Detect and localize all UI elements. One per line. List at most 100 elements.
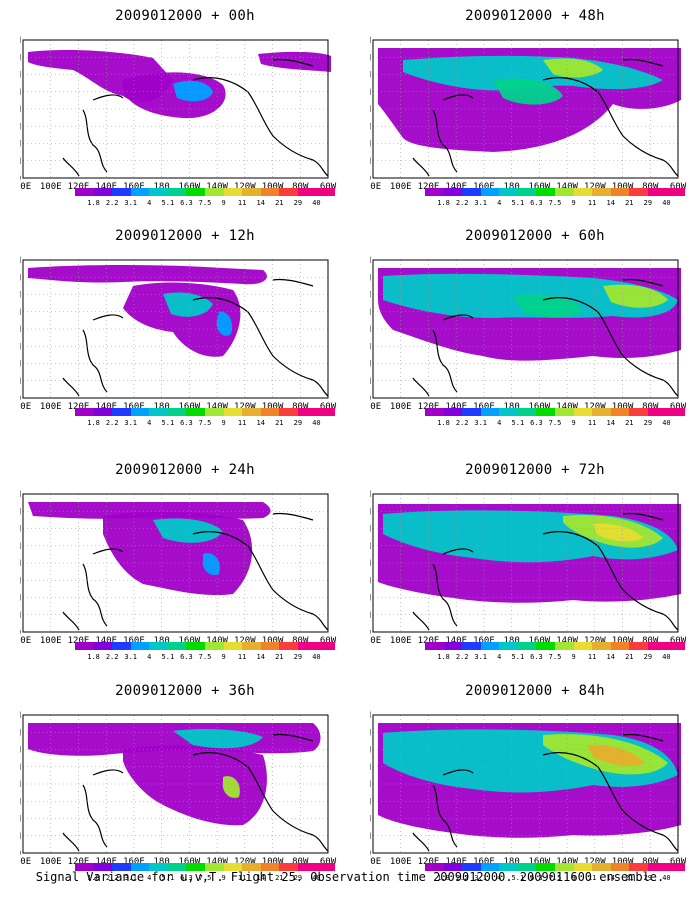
longitude-label: 180 bbox=[504, 402, 520, 412]
longitude-label: 100E bbox=[390, 182, 412, 192]
colorbar-swatch bbox=[223, 188, 243, 196]
map-frame bbox=[22, 493, 329, 633]
colorbar-swatch bbox=[425, 642, 444, 650]
longitude-label: 160E bbox=[473, 857, 495, 867]
longitude-label: 120W bbox=[234, 402, 256, 412]
longitude-label: 140W bbox=[556, 402, 578, 412]
colorbar-label: 5.1 bbox=[161, 419, 175, 427]
colorbar-label: 2.2 bbox=[455, 199, 469, 207]
longitude-label: 140W bbox=[206, 402, 228, 412]
colorbar-label: 1.8 bbox=[437, 199, 450, 207]
variance-region bbox=[173, 729, 263, 749]
colorbar-swatch bbox=[443, 188, 463, 196]
latitude-label: 10N bbox=[20, 832, 21, 842]
colorbar-swatch bbox=[647, 188, 667, 196]
latitude-label: 80N bbox=[370, 711, 371, 721]
latitude-label: 10N bbox=[370, 377, 371, 387]
colorbar-label: 7.5 bbox=[548, 199, 562, 207]
colorbar-label: 6.3 bbox=[180, 419, 193, 427]
colorbar-label: 1.8 bbox=[87, 199, 100, 207]
variance-region bbox=[403, 55, 663, 91]
longitude-label: 160W bbox=[529, 402, 551, 412]
variance-region bbox=[216, 311, 233, 336]
variance-region bbox=[587, 744, 645, 766]
colorbar-label: 6.3 bbox=[180, 199, 193, 207]
latitude-label: EQ bbox=[370, 849, 371, 859]
colorbar-label: 3.1 bbox=[124, 199, 138, 207]
latitude-label: 50N bbox=[370, 542, 371, 552]
map-plot: 80N 70N 60N 50N 40N 30N 20N 10N EQ80E 100E 120E 140… bbox=[20, 711, 350, 867]
colorbar: 1.8 2.2 3.1 4 5.1 6.3 7.5 9 11 14 21 29 40 bbox=[425, 408, 685, 436]
colorbar-swatch bbox=[205, 642, 224, 650]
latitude-label: 60N bbox=[20, 291, 21, 301]
colorbar-label: 9 bbox=[221, 653, 226, 661]
colorbar-label: 29 bbox=[293, 419, 303, 427]
latitude-label: 20N bbox=[370, 140, 371, 150]
colorbar-label: 7.5 bbox=[548, 874, 562, 882]
longitude-label: 160E bbox=[123, 402, 145, 412]
longitude-label: 80E bbox=[20, 857, 31, 867]
colorbar-label: 40 bbox=[312, 653, 321, 661]
colorbar-label: 1.8 bbox=[87, 419, 100, 427]
colorbar-swatch bbox=[260, 408, 280, 416]
colorbar: 1.8 2.2 3.1 4 5.1 6.3 7.5 9 11 14 21 29 40 bbox=[75, 188, 335, 216]
latitude-label: 20N bbox=[20, 594, 21, 604]
colorbar-label: 14 bbox=[256, 653, 265, 661]
colorbar-label: 11 bbox=[587, 653, 597, 661]
longitude-label: 120E bbox=[68, 182, 90, 192]
colorbar-swatch bbox=[297, 408, 317, 416]
forecast-panel: 2009012000 + 00h 80N 70N 60N 50N 40N 30N 20N 10N… bbox=[20, 8, 350, 218]
longitude-label: 100W bbox=[262, 402, 284, 412]
colorbar-swatch bbox=[610, 408, 630, 416]
colorbar-label: 9 bbox=[221, 874, 226, 882]
latitude-label: 40N bbox=[20, 105, 21, 115]
longitude-label: 80E bbox=[20, 182, 31, 192]
panel-title: 2009012000 + 72h bbox=[465, 462, 605, 478]
variance-region bbox=[153, 518, 223, 543]
colorbar-label: 29 bbox=[643, 653, 653, 661]
longitude-label: 100W bbox=[262, 857, 284, 867]
panel-title: 2009012000 + 36h bbox=[115, 683, 255, 699]
colorbar-label: 7.5 bbox=[198, 199, 212, 207]
colorbar-swatch bbox=[555, 188, 574, 196]
latitude-label: 30N bbox=[370, 797, 371, 807]
longitude-label: 80W bbox=[642, 182, 659, 192]
longitude-label: 100E bbox=[390, 857, 412, 867]
longitude-label: 60W bbox=[670, 636, 687, 646]
colorbar-swatch bbox=[517, 408, 537, 416]
map-frame bbox=[22, 714, 329, 854]
colorbar-swatch bbox=[279, 188, 298, 196]
colorbar-label: 9 bbox=[571, 874, 576, 882]
longitude-label: 120W bbox=[584, 636, 606, 646]
colorbar-label: 21 bbox=[625, 419, 634, 427]
colorbar-label: 5.1 bbox=[511, 653, 525, 661]
latitude-label: 20N bbox=[370, 594, 371, 604]
longitude-label: 100E bbox=[390, 636, 412, 646]
latitude-label: 10N bbox=[20, 157, 21, 167]
colorbar-label: 11 bbox=[237, 199, 247, 207]
colorbar-label: 1.8 bbox=[437, 653, 450, 661]
colorbar: 1.8 2.2 3.1 4 5.1 6.3 7.5 9 11 14 21 29 40 bbox=[75, 863, 335, 891]
asia-coastline bbox=[62, 94, 124, 177]
longitude-label: 120E bbox=[418, 857, 440, 867]
longitude-label: 100W bbox=[262, 182, 284, 192]
latitude-label: EQ bbox=[20, 628, 21, 638]
colorbar-swatch bbox=[205, 188, 224, 196]
colorbar-swatch bbox=[167, 188, 187, 196]
longitude-label: 100W bbox=[612, 182, 634, 192]
colorbar: 1.8 2.2 3.1 4 5.1 6.3 7.5 9 11 14 21 29 40 bbox=[425, 642, 685, 670]
map-svg: 80N 70N 60N 50N 40N 30N 20N 10N EQ80E 100E 120E 140… bbox=[20, 256, 337, 412]
variance-region bbox=[603, 284, 668, 308]
latitude-label: 40N bbox=[20, 780, 21, 790]
north-america-coastline bbox=[542, 512, 679, 631]
north-america-coastline bbox=[192, 512, 329, 631]
colorbar-swatch bbox=[167, 408, 187, 416]
colorbar-label: 40 bbox=[662, 419, 671, 427]
colorbar-swatch bbox=[297, 188, 317, 196]
colorbar-label: 21 bbox=[275, 419, 284, 427]
longitude-label: 160W bbox=[179, 636, 201, 646]
colorbar-label: 7.5 bbox=[198, 874, 212, 882]
latitude-label: 80N bbox=[370, 490, 371, 500]
panel-title: 2009012000 + 48h bbox=[465, 8, 605, 24]
colorbar-label: 40 bbox=[662, 653, 671, 661]
